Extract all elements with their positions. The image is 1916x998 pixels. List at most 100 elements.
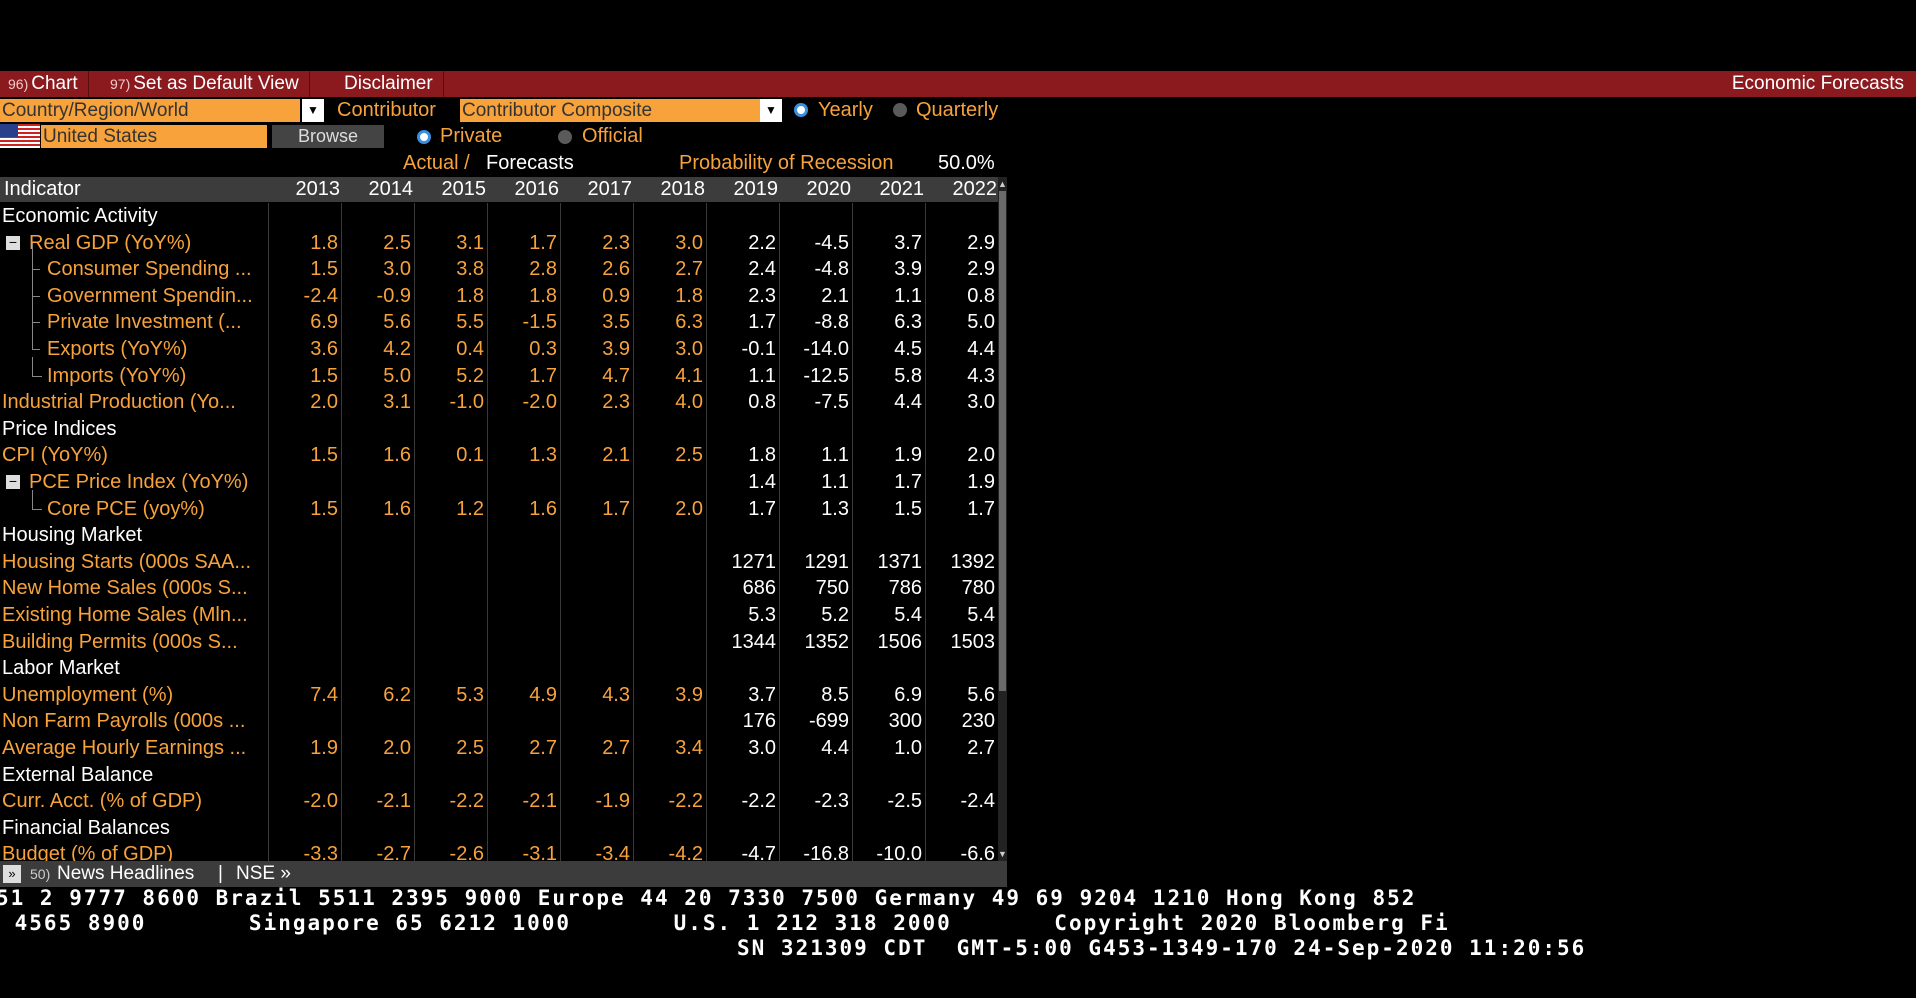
value-cell-2022[interactable]: 5.6 bbox=[967, 683, 995, 706]
value-cell-2022[interactable]: 4.4 bbox=[967, 338, 995, 360]
value-cell-2022[interactable]: 1.9 bbox=[967, 471, 995, 493]
year-column-header-2015[interactable]: 2015 bbox=[441, 178, 487, 200]
value-cell-2020[interactable]: 1.1 bbox=[821, 444, 849, 467]
table-row[interactable]: Building Permits (000s S... 1344 1352 1506 1… bbox=[0, 629, 998, 656]
quarterly-label[interactable]: Quarterly bbox=[916, 99, 999, 121]
value-cell-2022[interactable]: -6.6 bbox=[960, 843, 995, 861]
contributor-dropdown[interactable]: Contributor Composite bbox=[460, 99, 760, 122]
value-cell-2013[interactable]: 2.0 bbox=[310, 391, 338, 414]
value-cell-2020[interactable]: -4.8 bbox=[814, 258, 849, 281]
value-cell-2021[interactable]: 5.4 bbox=[894, 604, 922, 626]
indicator-label[interactable]: Existing Home Sales (Mln... bbox=[2, 604, 248, 626]
value-cell-2019[interactable]: 3.7 bbox=[748, 683, 776, 706]
value-cell-2018[interactable]: 3.9 bbox=[675, 683, 703, 706]
value-cell-2018[interactable]: -4.2 bbox=[668, 843, 703, 861]
table-row[interactable]: Non Farm Payrolls (000s ... 176 -699 300 230 bbox=[0, 708, 998, 735]
official-label[interactable]: Official bbox=[582, 125, 643, 147]
value-cell-2021[interactable]: 1.5 bbox=[894, 497, 922, 520]
scrollbar-thumb[interactable] bbox=[999, 191, 1006, 691]
value-cell-2017[interactable]: 4.3 bbox=[602, 683, 630, 706]
table-row[interactable]: Consumer Spending ... 1.5 3.0 3.8 2.8 2.6 2.7 2… bbox=[0, 243, 998, 283]
news-headlines-link[interactable]: News Headlines bbox=[57, 863, 195, 884]
indicator-label[interactable]: PCE Price Index (YoY%) bbox=[29, 471, 249, 493]
indicator-label[interactable]: Government Spendin... bbox=[47, 284, 253, 307]
value-cell-2015[interactable]: 3.1 bbox=[456, 231, 484, 254]
year-column-header-2022[interactable]: 2022 bbox=[952, 178, 998, 200]
year-column-header-2014[interactable]: 2014 bbox=[368, 178, 414, 200]
value-cell-2013[interactable]: 3.6 bbox=[310, 338, 338, 360]
nse-link[interactable]: NSE » bbox=[236, 863, 291, 884]
indicator-column-header[interactable]: Indicator bbox=[4, 178, 81, 200]
value-cell-2020[interactable]: -699 bbox=[808, 710, 849, 733]
value-cell-2014[interactable]: 5.0 bbox=[383, 364, 411, 387]
table-scrollbar[interactable]: ▲ ▼ bbox=[998, 177, 1007, 861]
value-cell-2018[interactable]: 3.0 bbox=[675, 338, 703, 360]
value-cell-2022[interactable]: 4.3 bbox=[967, 364, 995, 387]
value-cell-2018[interactable]: 2.0 bbox=[675, 497, 703, 520]
value-cell-2017[interactable]: 2.6 bbox=[602, 258, 630, 281]
value-cell-2016[interactable]: 1.6 bbox=[529, 497, 557, 520]
table-row[interactable]: Existing Home Sales (Mln... 5.3 5.2 5.4 5.4 bbox=[0, 602, 998, 629]
table-row[interactable]: − Real GDP (YoY%) 1.8 2.5 3.1 1.7 2.3 3.0 2.2 -4.… bbox=[0, 230, 998, 257]
private-radio[interactable] bbox=[417, 130, 431, 144]
value-cell-2014[interactable]: 6.2 bbox=[383, 683, 411, 706]
value-cell-2022[interactable]: 5.4 bbox=[967, 604, 995, 626]
value-cell-2014[interactable]: 3.1 bbox=[383, 391, 411, 414]
value-cell-2022[interactable]: 780 bbox=[961, 577, 995, 600]
value-cell-2020[interactable]: 750 bbox=[815, 577, 849, 600]
value-cell-2021[interactable]: 3.7 bbox=[894, 231, 922, 254]
indicator-label[interactable]: Consumer Spending ... bbox=[47, 258, 252, 281]
scroll-up-icon[interactable]: ▲ bbox=[998, 179, 1007, 189]
value-cell-2013[interactable]: 1.5 bbox=[310, 444, 338, 467]
value-cell-2017[interactable]: 2.1 bbox=[602, 444, 630, 467]
value-cell-2017[interactable]: 3.9 bbox=[602, 338, 630, 360]
indicator-label[interactable]: New Home Sales (000s S... bbox=[2, 577, 248, 600]
value-cell-2017[interactable]: 1.7 bbox=[602, 497, 630, 520]
indicator-label[interactable]: Building Permits (000s S... bbox=[2, 630, 238, 653]
value-cell-2021[interactable]: 786 bbox=[888, 577, 922, 600]
value-cell-2019[interactable]: -2.2 bbox=[741, 790, 776, 813]
value-cell-2020[interactable]: -14.0 bbox=[803, 338, 849, 360]
value-cell-2013[interactable]: 1.8 bbox=[310, 231, 338, 254]
year-column-header-2016[interactable]: 2016 bbox=[514, 178, 560, 200]
value-cell-2013[interactable]: 7.4 bbox=[310, 683, 338, 706]
indicator-label[interactable]: Core PCE (yoy%) bbox=[47, 497, 205, 520]
value-cell-2014[interactable]: 1.6 bbox=[383, 444, 411, 467]
quarterly-radio[interactable] bbox=[893, 103, 907, 117]
value-cell-2021[interactable]: 1.7 bbox=[894, 471, 922, 493]
value-cell-2022[interactable]: 2.7 bbox=[967, 737, 995, 759]
value-cell-2019[interactable]: 1.7 bbox=[748, 497, 776, 520]
value-cell-2014[interactable]: -2.7 bbox=[376, 843, 411, 861]
value-cell-2020[interactable]: -4.5 bbox=[814, 231, 849, 254]
value-cell-2022[interactable]: 0.8 bbox=[967, 284, 995, 307]
value-cell-2017[interactable]: 4.7 bbox=[602, 364, 630, 387]
value-cell-2021[interactable]: 6.3 bbox=[894, 311, 922, 334]
table-row[interactable]: Average Hourly Earnings ... 1.9 2.0 2.5 2.7 2… bbox=[0, 735, 998, 762]
indicator-label[interactable]: Imports (YoY%) bbox=[47, 364, 187, 387]
year-column-header-2019[interactable]: 2019 bbox=[733, 178, 779, 200]
value-cell-2018[interactable]: 6.3 bbox=[675, 311, 703, 334]
value-cell-2020[interactable]: 1.3 bbox=[821, 497, 849, 520]
value-cell-2022[interactable]: 2.0 bbox=[967, 444, 995, 467]
browse-button[interactable]: Browse bbox=[272, 125, 384, 148]
value-cell-2021[interactable]: 4.4 bbox=[894, 391, 922, 414]
value-cell-2021[interactable]: 4.5 bbox=[894, 338, 922, 360]
value-cell-2017[interactable]: 2.3 bbox=[602, 391, 630, 414]
value-cell-2017[interactable]: 2.3 bbox=[602, 231, 630, 254]
value-cell-2018[interactable]: 3.4 bbox=[675, 737, 703, 759]
collapse-icon[interactable]: » bbox=[3, 865, 21, 883]
region-dropdown[interactable]: Country/Region/World bbox=[0, 99, 300, 122]
value-cell-2020[interactable]: 2.1 bbox=[821, 284, 849, 307]
indicator-label[interactable]: Housing Starts (000s SAA... bbox=[2, 550, 252, 573]
value-cell-2016[interactable]: 2.8 bbox=[529, 258, 557, 281]
value-cell-2015[interactable]: 2.5 bbox=[456, 737, 484, 759]
value-cell-2019[interactable]: 5.3 bbox=[748, 604, 776, 626]
value-cell-2014[interactable]: 3.0 bbox=[383, 258, 411, 281]
value-cell-2017[interactable]: 3.5 bbox=[602, 311, 630, 334]
collapse-minus-icon[interactable]: − bbox=[6, 235, 20, 250]
indicator-label[interactable]: Unemployment (%) bbox=[2, 683, 174, 706]
value-cell-2015[interactable]: 1.8 bbox=[456, 284, 484, 307]
value-cell-2022[interactable]: 230 bbox=[961, 710, 995, 733]
value-cell-2019[interactable]: 686 bbox=[742, 577, 776, 600]
value-cell-2020[interactable]: -2.3 bbox=[814, 790, 849, 813]
